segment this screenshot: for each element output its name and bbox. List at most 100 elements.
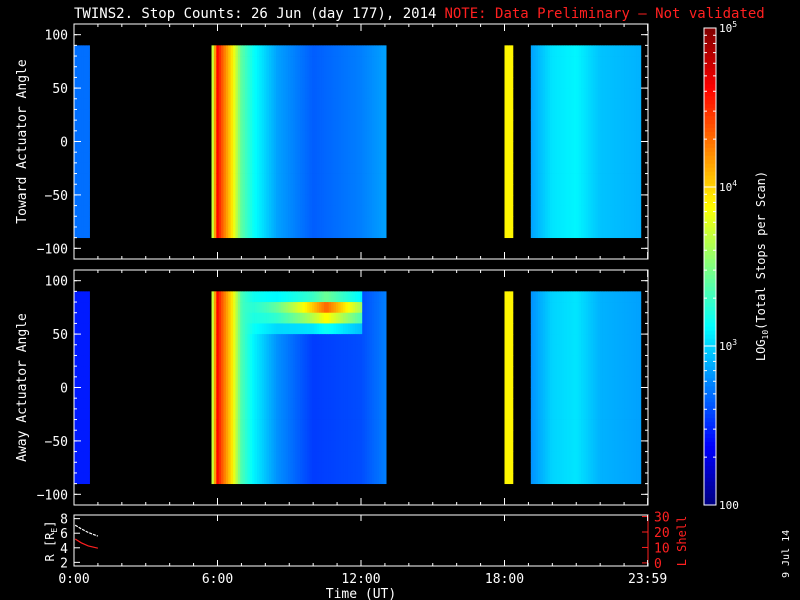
heatmap-cell [326,334,330,346]
heatmap-cell [350,291,354,303]
heatmap-cell [323,88,327,100]
heatmap-cell [352,323,356,335]
heatmap-cell [245,130,248,142]
heatmap-cell [259,216,263,228]
heatmap-cell [240,334,244,346]
heatmap-cell [240,344,244,356]
heatmap-cell [509,376,513,388]
heatmap-cell [228,120,232,132]
heatmap-cell [233,226,236,239]
heatmap-cell [235,344,239,356]
heatmap-cell [338,344,342,356]
heatmap-cell [628,194,632,206]
heatmap-cell [614,291,618,303]
heatmap-cell [271,77,275,89]
heatmap-cell [314,366,318,378]
heatmap-cell [626,398,630,410]
heatmap-cell [626,194,630,206]
heatmap-cell [366,88,370,100]
heatmap-cell [609,430,613,442]
heatmap-cell [273,45,277,57]
heatmap-cell [628,45,632,57]
heatmap-cell [290,205,294,217]
heatmap-cell [604,408,608,420]
heatmap-cell [592,109,596,121]
heatmap-cell [554,45,558,57]
heatmap-cell [273,376,277,388]
heatmap-cell [359,419,363,431]
heatmap-cell [378,334,382,346]
heatmap-cell [578,66,582,78]
heatmap-cell [564,430,568,442]
heatmap-cell [571,440,575,452]
heatmap-cell [254,387,258,399]
heatmap-cell [371,451,375,463]
heatmap-cell [378,88,382,100]
heatmap-cell [619,66,623,78]
heatmap-cell [549,398,553,410]
heatmap-cell [271,440,275,452]
heatmap-cell [307,194,310,206]
heatmap-cell [309,120,313,132]
heatmap-cell [74,141,77,153]
heatmap-cell [225,451,229,463]
heatmap-cell [542,291,546,303]
heatmap-cell [533,376,536,388]
heatmap-cell [316,120,320,132]
heatmap-cell [233,205,236,217]
heatmap-cell [573,366,577,378]
heatmap-cell [326,45,330,57]
heatmap-cell [288,66,291,78]
heatmap-cell [616,130,620,142]
heatmap-cell [81,141,84,153]
heatmap-cell [216,376,220,388]
heatmap-cell [537,323,541,335]
heatmap-cell [302,66,306,78]
heatmap-cell [564,451,568,463]
heatmap-cell [614,334,618,346]
heatmap-cell [561,323,565,335]
heatmap-cell [264,387,267,399]
heatmap-cell [304,323,308,335]
heatmap-cell [614,162,618,174]
heatmap-cell [261,312,265,324]
heatmap-cell [509,344,513,356]
heatmap-cell [347,462,351,474]
heatmap-cell [588,291,591,303]
heatmap-cell [316,109,320,121]
heatmap-cell [319,120,322,132]
heatmap-cell [621,323,625,335]
heatmap-cell [506,56,510,68]
heatmap-cell [290,334,294,346]
heatmap-cell [261,152,265,164]
heatmap-cell [362,141,365,153]
heatmap-cell [573,130,577,142]
heatmap-cell [276,355,279,367]
heatmap-cell [540,472,544,485]
heatmap-cell [218,398,222,410]
heatmap-cell [254,226,258,239]
heatmap-cell [331,419,334,431]
heatmap-cell [240,419,244,431]
heatmap-cell [609,162,613,174]
heatmap-cell [81,334,84,346]
heatmap-cell [376,312,380,324]
heatmap-cell [592,462,596,474]
heatmap-cell [595,302,599,314]
heatmap-cell [602,98,606,110]
heatmap-cell [340,56,344,68]
heatmap-cell [249,109,253,121]
heatmap-cell [252,184,255,196]
heatmap-cell [564,419,568,431]
heatmap-cell [581,226,584,239]
heatmap-cell [300,312,303,324]
heatmap-cell [530,291,534,303]
heatmap-cell [335,98,339,110]
heatmap-cell [271,355,275,367]
heatmap-cell [559,77,563,89]
heatmap-cell [631,355,635,367]
heatmap-cell [547,408,551,420]
heatmap-cell [506,162,510,174]
heatmap-cell [328,344,332,356]
heatmap-cell [228,216,232,228]
